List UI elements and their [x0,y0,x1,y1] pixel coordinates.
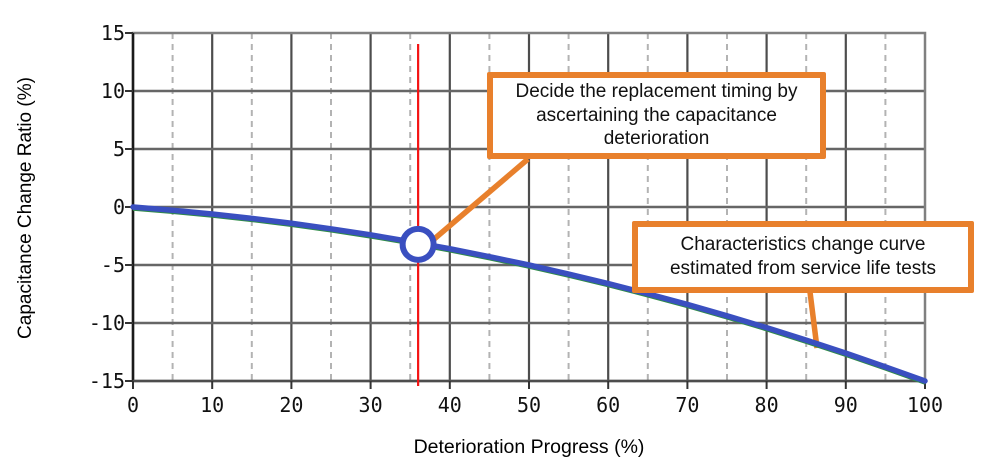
x-tick-label: 70 [675,393,700,417]
callout-replacement-timing: Decide the replacement timing by ascerta… [487,72,826,159]
curve-service-life-estimate-blue [130,204,928,384]
callout-characteristics-curve: Characteristics change curve estimated f… [632,221,974,293]
x-tick-label: 30 [358,393,383,417]
callout-replacement-timing-text: Decide the replacement timing by ascerta… [515,80,798,150]
y-tick-label: 15 [100,21,125,45]
x-tick-label: 40 [437,393,462,417]
x-tick-label: 80 [754,393,779,417]
y-tick-label: -15 [88,369,125,393]
x-tick-label: 60 [596,393,621,417]
y-axis-title: Capacitance Change Ratio (%) [15,77,36,339]
callout-leader-replacement-timing [431,156,530,243]
y-tick-label: 0 [112,195,125,219]
y-tick-label: -5 [100,253,125,277]
x-tick-label: 50 [516,393,542,417]
x-tick-label: 0 [126,393,140,417]
y-tick-label: 5 [112,137,125,161]
x-tick-label: 10 [200,393,225,417]
callout-leader-characteristics-curve [807,291,820,349]
x-axis-title: Deterioration Progress (%) [413,436,645,458]
x-tick-label: 20 [279,393,304,417]
y-tick-label: -10 [88,311,125,335]
y-tick-label: 10 [100,79,125,103]
callout-characteristics-curve-text: Characteristics change curve estimated f… [669,234,937,279]
highlight-circle-marker [399,225,437,263]
x-tick-label: 90 [833,393,858,417]
x-tick-label: 100 [906,393,944,417]
